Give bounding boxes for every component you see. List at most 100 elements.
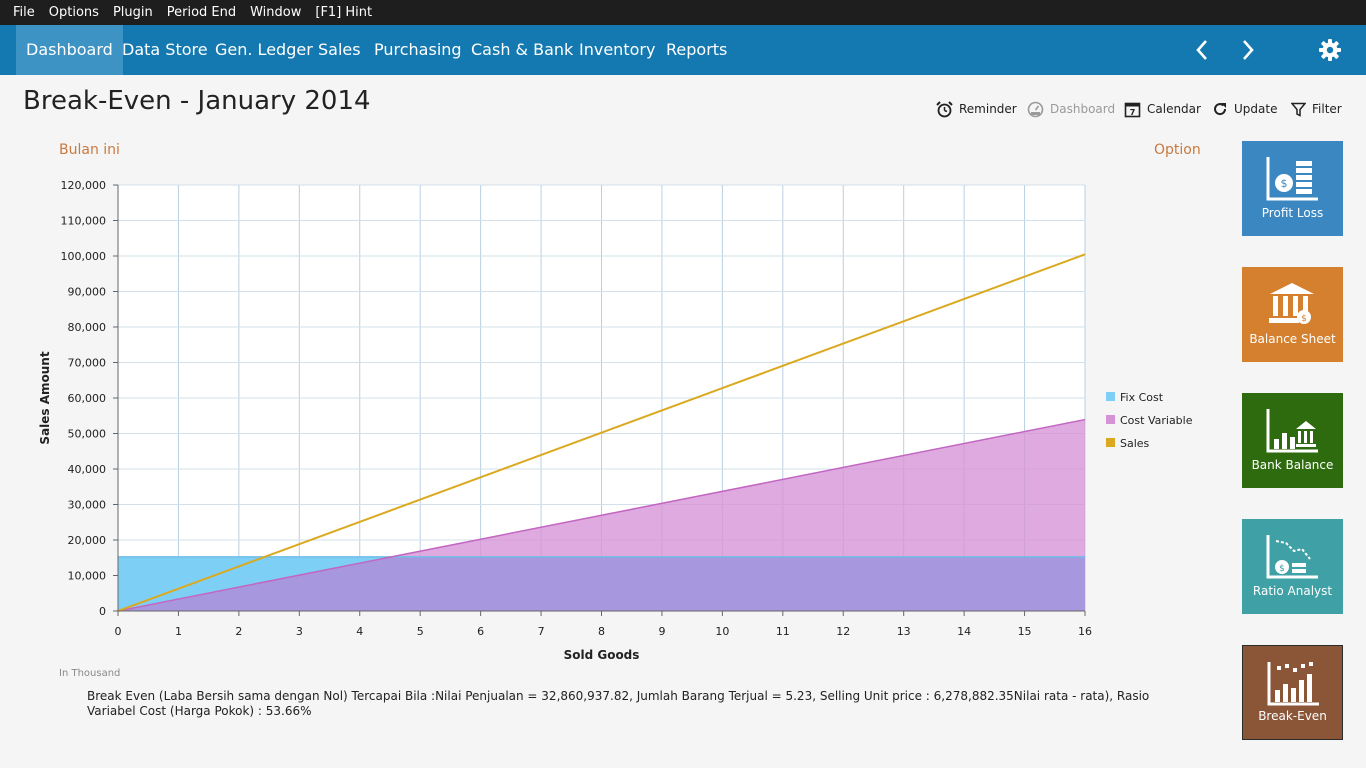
tile-break-even[interactable]: Break-Even (1242, 645, 1343, 740)
menu-hint[interactable]: [F1] Hint (315, 5, 373, 20)
y-tick-label: 0 (99, 605, 106, 618)
break-even-summary: Break Even (Laba Bersih sama dengan Nol)… (87, 689, 1150, 718)
period-link[interactable]: Bulan ini (59, 142, 120, 158)
x-tick-label: 2 (235, 625, 242, 638)
x-tick-label: 8 (598, 625, 605, 638)
profit-loss-icon: $ (1266, 157, 1318, 201)
forward-button[interactable] (1233, 25, 1263, 75)
ratio-analyst-icon: $ (1266, 535, 1318, 579)
y-tick-label: 80,000 (68, 321, 107, 334)
menu-window[interactable]: Window (250, 5, 302, 20)
reminder-button[interactable]: Reminder (936, 98, 1017, 120)
tab-data-store[interactable]: Data Store (122, 40, 208, 59)
svg-text:$: $ (1301, 314, 1307, 324)
y-tick-label: 20,000 (68, 534, 107, 547)
overlap-area (118, 556, 1085, 611)
y-tick-label: 90,000 (68, 286, 107, 299)
y-tick-label: 70,000 (68, 357, 107, 370)
update-label: Update (1234, 102, 1278, 116)
y-tick-label: 50,000 (68, 428, 107, 441)
y-tick-label: 30,000 (68, 499, 107, 512)
tile-ratio-analyst[interactable]: $ Ratio Analyst (1242, 519, 1343, 614)
tile-label: Ratio Analyst (1252, 584, 1333, 598)
tab-dashboard[interactable]: Dashboard (16, 25, 123, 75)
x-tick-label: 15 (1018, 625, 1032, 638)
main-nav: Dashboard Data Store Gen. Ledger Sales P… (0, 25, 1366, 75)
menu-bar: File Options Plugin Period End Window [F… (0, 0, 1366, 25)
sales-line (117, 253, 1086, 612)
filter-label: Filter (1312, 102, 1342, 116)
y-tick-label: 100,000 (61, 250, 107, 263)
x-axis-label: Sold Goods (564, 648, 640, 662)
tab-reports[interactable]: Reports (666, 40, 728, 59)
balance-sheet-icon: $ (1269, 283, 1314, 324)
x-tick-label: 6 (477, 625, 484, 638)
menu-options[interactable]: Options (48, 5, 99, 20)
svg-text:$: $ (1279, 564, 1285, 574)
y-axis-label: Sales Amount (38, 351, 52, 444)
reminder-label: Reminder (959, 102, 1017, 116)
tab-purchasing[interactable]: Purchasing (374, 40, 462, 59)
alarm-clock-icon (936, 100, 953, 117)
y-tick-label: 60,000 (68, 392, 107, 405)
tab-inventory[interactable]: Inventory (579, 40, 656, 59)
unit-footnote: In Thousand (59, 668, 121, 679)
page-title: Break-Even - January 2014 (23, 86, 371, 116)
filter-button[interactable]: Filter (1291, 98, 1342, 120)
back-button[interactable] (1187, 25, 1217, 75)
option-link[interactable]: Option (1154, 142, 1201, 158)
menu-file[interactable]: File (13, 5, 35, 20)
update-button[interactable]: Update (1212, 98, 1277, 120)
x-tick-label: 10 (715, 625, 729, 638)
x-tick-label: 0 (115, 625, 122, 638)
y-tick-label: 120,000 (61, 179, 107, 192)
refresh-icon (1214, 103, 1227, 116)
y-tick-label: 10,000 (68, 570, 107, 583)
x-tick-label: 13 (897, 625, 911, 638)
dashboard-button[interactable]: Dashboard (1027, 98, 1115, 120)
x-tick-label: 12 (836, 625, 850, 638)
tile-profit-loss[interactable]: $ Profit Loss (1242, 141, 1343, 236)
tab-cash-bank[interactable]: Cash & Bank (471, 40, 574, 59)
cost-variable-line (117, 418, 1086, 612)
tile-label: Bank Balance (1251, 458, 1334, 472)
break-even-chart: 0 10,000 20,000 30,000 40,000 50,000 60,000 70,… (38, 179, 1193, 662)
x-tick-label: 11 (776, 625, 790, 638)
filter-icon (1291, 102, 1306, 117)
x-tick-label: 16 (1078, 625, 1092, 638)
legend-label: Sales (1120, 437, 1150, 450)
menu-period-end[interactable]: Period End (166, 5, 237, 20)
x-tick-label: 14 (957, 625, 971, 638)
calendar-icon: 7 (1124, 102, 1141, 117)
legend-label: Cost Variable (1120, 414, 1193, 427)
bank-balance-icon (1266, 409, 1318, 453)
x-tick-label: 9 (658, 625, 665, 638)
tile-label: Profit Loss (1261, 206, 1324, 220)
calendar-label: Calendar (1147, 102, 1201, 116)
tile-balance-sheet[interactable]: $ Balance Sheet (1242, 267, 1343, 362)
x-tick-label: 7 (538, 625, 545, 638)
gauge-icon (1027, 101, 1044, 117)
legend-swatch (1106, 392, 1115, 401)
legend-swatch (1106, 415, 1115, 424)
tab-sales[interactable]: Sales (318, 40, 361, 59)
tab-gen-ledger[interactable]: Gen. Ledger (215, 40, 313, 59)
x-tick-label: 4 (356, 625, 363, 638)
chevron-left-icon (1196, 40, 1207, 60)
svg-text:$: $ (1281, 177, 1288, 190)
y-tick-label: 110,000 (61, 215, 107, 228)
break-even-icon (1267, 662, 1319, 706)
chevron-right-icon (1243, 40, 1254, 60)
calendar-button[interactable]: 7 Calendar (1124, 98, 1201, 120)
legend-swatch (1106, 438, 1115, 447)
settings-button[interactable] (1315, 25, 1345, 75)
gear-icon (1319, 39, 1341, 61)
menu-plugin[interactable]: Plugin (112, 5, 153, 20)
tile-label: Balance Sheet (1249, 332, 1336, 346)
x-tick-label: 3 (296, 625, 303, 638)
tile-label: Break-Even (1258, 709, 1327, 723)
y-tick-label: 40,000 (68, 463, 107, 476)
legend-label: Fix Cost (1120, 391, 1164, 404)
svg-text:7: 7 (1130, 108, 1136, 117)
tile-bank-balance[interactable]: Bank Balance (1242, 393, 1343, 488)
